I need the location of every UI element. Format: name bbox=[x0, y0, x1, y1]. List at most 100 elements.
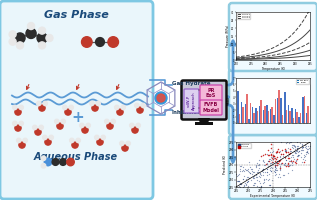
Point bbox=[287, 159, 292, 162]
Point bbox=[277, 168, 282, 171]
Point bbox=[258, 184, 263, 187]
Point bbox=[235, 179, 240, 182]
Point bbox=[265, 159, 270, 163]
Point bbox=[237, 187, 242, 191]
Point bbox=[283, 151, 288, 154]
Point bbox=[262, 178, 267, 181]
Point bbox=[273, 151, 278, 154]
Point bbox=[288, 150, 293, 153]
Point bbox=[278, 175, 283, 179]
Point bbox=[306, 147, 311, 150]
Point bbox=[272, 168, 277, 171]
Point bbox=[268, 167, 273, 170]
Point bbox=[270, 161, 275, 164]
Point bbox=[252, 170, 257, 174]
X-axis label: Experimental Temperature (K): Experimental Temperature (K) bbox=[250, 194, 296, 198]
Point bbox=[292, 161, 297, 164]
Circle shape bbox=[13, 105, 17, 110]
Point bbox=[284, 141, 289, 144]
Point bbox=[245, 175, 250, 178]
Point bbox=[285, 162, 290, 166]
Point bbox=[272, 173, 277, 176]
Circle shape bbox=[57, 123, 63, 129]
Point bbox=[276, 159, 281, 162]
Point bbox=[280, 153, 285, 156]
Point bbox=[307, 144, 313, 147]
Circle shape bbox=[9, 31, 16, 38]
Circle shape bbox=[101, 135, 105, 140]
Bar bbox=[302, 97, 304, 123]
Point bbox=[244, 187, 249, 190]
Circle shape bbox=[80, 123, 84, 128]
Point bbox=[295, 144, 301, 147]
Circle shape bbox=[157, 94, 165, 102]
Point bbox=[305, 148, 310, 151]
Point bbox=[257, 175, 262, 178]
Circle shape bbox=[130, 123, 134, 128]
Point bbox=[274, 163, 279, 166]
Point bbox=[294, 154, 299, 157]
Bar bbox=[295, 109, 296, 123]
Point bbox=[288, 159, 294, 162]
Point bbox=[240, 177, 245, 180]
Point bbox=[250, 199, 255, 200]
Point bbox=[239, 169, 244, 173]
Circle shape bbox=[15, 33, 25, 43]
Point bbox=[254, 173, 259, 177]
FancyArrowPatch shape bbox=[27, 85, 29, 89]
Point bbox=[243, 168, 249, 171]
Point bbox=[261, 167, 266, 171]
Point bbox=[296, 154, 301, 157]
Bar bbox=[286, 110, 287, 123]
Point bbox=[237, 187, 243, 190]
Point bbox=[288, 148, 293, 151]
Point bbox=[246, 187, 251, 190]
Point bbox=[272, 157, 277, 160]
Point bbox=[251, 175, 256, 178]
Point bbox=[246, 193, 251, 196]
Point bbox=[263, 163, 268, 166]
Circle shape bbox=[122, 145, 128, 151]
Point bbox=[286, 156, 291, 160]
Point bbox=[269, 169, 274, 172]
Point bbox=[291, 145, 296, 148]
Point bbox=[268, 158, 273, 162]
Point bbox=[277, 159, 282, 163]
Point bbox=[266, 178, 271, 181]
Bar bbox=[277, 98, 278, 123]
Point bbox=[283, 137, 288, 140]
Circle shape bbox=[135, 103, 139, 108]
Legend: curve 1, curve 2, curve 3: curve 1, curve 2, curve 3 bbox=[237, 13, 250, 19]
Point bbox=[274, 173, 279, 176]
Point bbox=[295, 146, 300, 149]
Point bbox=[272, 155, 277, 158]
Point bbox=[278, 168, 283, 171]
Point bbox=[296, 149, 301, 152]
Circle shape bbox=[13, 121, 17, 126]
Point bbox=[276, 161, 281, 164]
Point bbox=[263, 170, 268, 173]
Point bbox=[281, 164, 286, 167]
Point bbox=[235, 191, 240, 195]
Circle shape bbox=[97, 139, 103, 145]
Point bbox=[301, 160, 306, 163]
Point bbox=[293, 145, 298, 149]
Circle shape bbox=[55, 119, 59, 124]
Point bbox=[257, 176, 262, 179]
Circle shape bbox=[33, 125, 37, 130]
Point bbox=[270, 155, 275, 158]
Point bbox=[256, 168, 261, 172]
Point bbox=[303, 145, 308, 148]
Point bbox=[256, 158, 262, 161]
Point bbox=[274, 168, 279, 171]
Point bbox=[294, 158, 299, 161]
Point bbox=[287, 152, 292, 155]
Point bbox=[237, 164, 243, 168]
Point bbox=[257, 180, 262, 183]
Point bbox=[289, 163, 294, 166]
Point bbox=[243, 183, 248, 186]
Point bbox=[274, 151, 279, 154]
Point bbox=[272, 163, 277, 166]
Circle shape bbox=[107, 123, 113, 129]
Circle shape bbox=[136, 123, 140, 128]
